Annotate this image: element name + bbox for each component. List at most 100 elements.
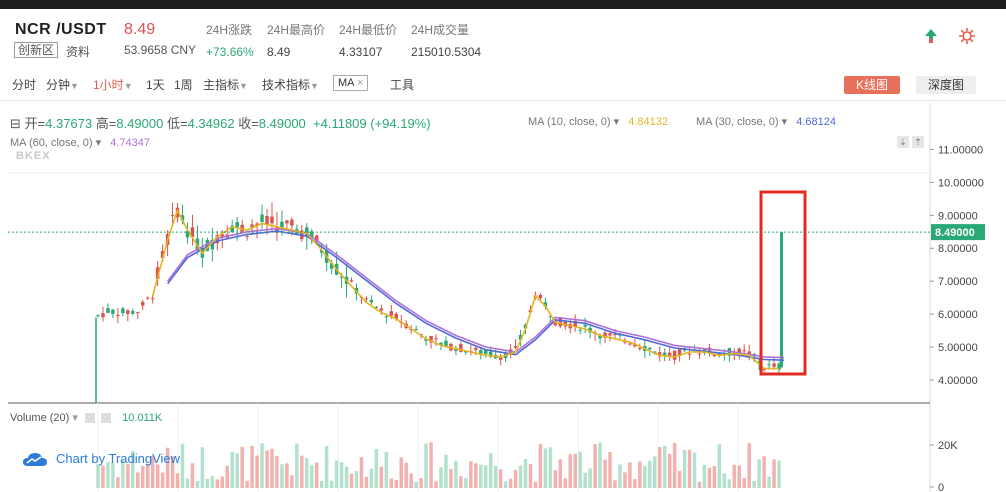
volume-bar — [777, 460, 781, 488]
volume-bar — [116, 477, 120, 488]
chevron-down-icon: ▼ — [239, 81, 248, 91]
candle-body — [648, 347, 652, 350]
candle-body — [270, 216, 274, 224]
volume-bar — [613, 480, 617, 488]
volume-bar — [300, 455, 304, 488]
volume-bar — [419, 478, 423, 488]
settings-icon[interactable] — [958, 27, 976, 45]
volume-bar — [106, 462, 110, 488]
scroll-down-icon[interactable]: ⇣ — [897, 136, 909, 148]
ma-indicator-chip[interactable]: MA × — [333, 75, 369, 91]
chevron-down-icon[interactable]: ▾ — [72, 412, 78, 424]
high-label: 高= — [95, 116, 117, 131]
main-indicator-menu[interactable]: 主指标▼ — [203, 76, 248, 93]
candle-body — [712, 354, 717, 356]
settings-icon[interactable] — [84, 413, 95, 424]
growth-icon[interactable] — [922, 27, 940, 45]
candle-body — [319, 250, 324, 253]
price-tick-label: 7.00000 — [938, 276, 978, 288]
volume-bar — [275, 455, 279, 488]
candle-body — [479, 349, 483, 355]
volume-bar — [295, 443, 299, 488]
ohlc-legend: ⊟ 开=4.37673 高=8.49000 低=4.34962 收=8.4900… — [10, 113, 431, 132]
candle-body — [488, 351, 493, 357]
candle-body — [429, 335, 433, 343]
pair-name[interactable]: NCR /USDT — [15, 21, 107, 38]
candle-body — [598, 335, 602, 339]
candle-body — [305, 227, 309, 237]
tradingview-text: Chart by TradingView — [56, 451, 181, 466]
volume-bar — [240, 446, 244, 488]
volume-bar — [518, 465, 523, 488]
volume-bar — [503, 481, 508, 488]
tab-day[interactable]: 1天 — [146, 78, 165, 92]
scroll-up-icon[interactable]: ⇡ — [912, 136, 924, 148]
candle-body — [608, 333, 612, 336]
kline-button[interactable]: K线图 — [844, 76, 900, 94]
volume-bar — [488, 452, 493, 488]
candle-body — [657, 352, 662, 357]
volume-bar — [588, 468, 592, 488]
volume-bar — [280, 464, 284, 488]
tech-indicator-menu[interactable]: 技术指标▼ — [262, 76, 319, 93]
collapse-icon[interactable]: ⊟ — [10, 116, 21, 131]
volume-bar — [553, 470, 558, 488]
current-price-tag — [931, 224, 985, 241]
ma60-legend[interactable]: MA (60, close, 0) ▾ 4.74347 — [10, 136, 150, 149]
ma30-legend[interactable]: MA (30, close, 0) ▾ 4.68124 — [696, 115, 836, 128]
tab-hour[interactable]: 1小时▼ — [93, 76, 133, 93]
chevron-down-icon: ▼ — [123, 81, 133, 91]
main-indicator-label: 主指标 — [203, 78, 240, 92]
candlestick-chart[interactable]: 11.00000 10.00000 9.00000 8.00000 7.00000 6.0… — [0, 103, 1006, 492]
volume-bar — [215, 479, 220, 488]
candle-body — [235, 221, 239, 228]
info-link[interactable]: 资料 — [66, 45, 91, 59]
tools-menu[interactable]: 工具 — [390, 78, 415, 92]
volume-bar — [687, 449, 692, 488]
tab-time[interactable]: 分时 — [12, 78, 37, 92]
candle-body — [121, 308, 125, 313]
volume-bar — [414, 481, 418, 488]
candle-body — [275, 226, 279, 233]
volume-bar — [653, 456, 657, 488]
board-tag[interactable]: 创新区 — [14, 42, 59, 58]
volume-bar — [140, 465, 145, 488]
volume-bar — [364, 476, 369, 488]
volume-bar — [190, 463, 195, 488]
candle-body — [687, 353, 692, 355]
volume-bar — [702, 464, 707, 488]
candle-body — [662, 352, 667, 356]
volume-bar — [469, 461, 473, 488]
tab-hour-label: 1小时 — [93, 78, 124, 92]
tab-minute[interactable]: 分钟▼ — [46, 76, 79, 93]
close-icon[interactable] — [101, 413, 112, 424]
volume-bar — [593, 444, 597, 488]
close-icon[interactable]: × — [356, 77, 364, 89]
volume-bar — [598, 442, 602, 488]
price-tick-label: 9.00000 — [938, 210, 978, 222]
candle-body — [260, 214, 264, 222]
ma-chip-label: MA — [338, 77, 354, 89]
ma10-legend[interactable]: MA (10, close, 0) ▾ 4.84132 — [528, 115, 668, 128]
candle-body — [667, 352, 672, 356]
volume-bar — [155, 464, 160, 488]
candle-body — [434, 338, 438, 340]
candle-body — [310, 231, 314, 240]
volume-bar — [483, 465, 488, 488]
candle-body — [106, 308, 110, 313]
volume-bar — [220, 476, 225, 488]
volume-bar — [290, 475, 294, 488]
tradingview-attribution[interactable]: Chart by TradingView — [22, 451, 180, 468]
candle-body — [638, 347, 642, 349]
price-tick-label: 5.00000 — [938, 342, 978, 354]
candle-body — [126, 310, 130, 314]
volume-bar — [628, 462, 632, 488]
candle-body — [96, 315, 100, 317]
top-dark-bar — [0, 0, 1006, 9]
ma10-line — [151, 208, 779, 370]
volume-bar — [165, 447, 170, 488]
candle-body — [389, 311, 394, 316]
tab-week[interactable]: 1周 — [174, 78, 193, 92]
volume-bar — [374, 448, 379, 488]
depth-button[interactable]: 深度图 — [916, 76, 976, 94]
